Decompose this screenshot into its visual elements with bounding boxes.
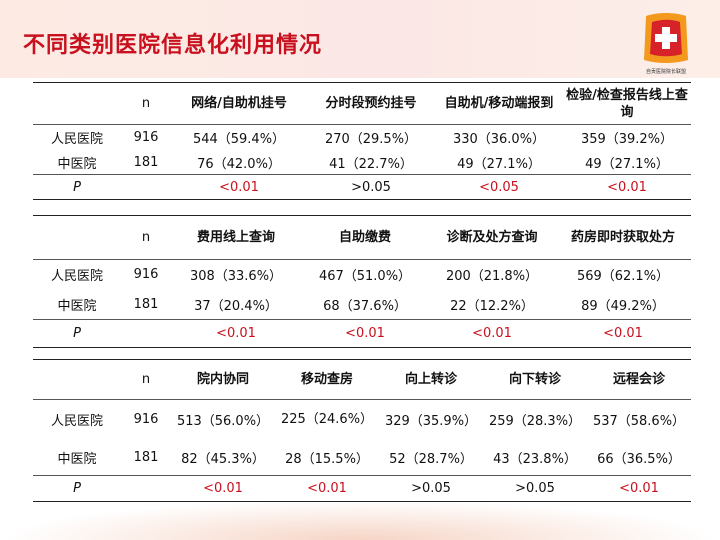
p-value: <0.01 [472, 326, 512, 341]
bottom-decoration [0, 500, 720, 540]
p-value-row: P <0.01 <0.01 >0.05 >0.05 <0.01 [33, 475, 691, 502]
sample-size: 181 [133, 449, 159, 465]
column-header: 诊断及处方查询 [446, 230, 538, 245]
sample-size: 916 [133, 412, 159, 428]
p-label: P [73, 179, 81, 195]
title-bar [0, 0, 720, 78]
p-value-row: P <0.01 <0.01 <0.01 <0.01 [33, 319, 691, 348]
column-header: 远程会诊 [612, 372, 665, 387]
p-value: <0.01 [203, 481, 243, 496]
table-cell: 28（15.5%） [285, 451, 369, 467]
table-row: 人民医院 916 544（59.4%） 270（29.5%） 330（36.0%… [33, 125, 691, 151]
column-header: 自助缴费 [338, 230, 391, 245]
table-cell: 68（37.6%） [323, 298, 407, 314]
table-cell: 49（27.1%） [457, 156, 541, 172]
table-row: 人民医院 916 308（33.6%） 467（51.0%） 200（21.8%… [33, 260, 691, 290]
table-cell: 225（24.6%） [280, 412, 374, 428]
table-cell: 467（51.0%） [318, 269, 412, 285]
table-cell: 359（39.2%） [580, 132, 674, 148]
table-cell [121, 175, 171, 200]
table-cell: 49（27.1%） [585, 156, 669, 172]
table-payment: n 费用线上查询 自助缴费 诊断及处方查询 药房即时获取处方 人民医院 916 … [33, 215, 691, 348]
table-cell: 37（20.4%） [194, 298, 278, 314]
table-cell: 537（58.6%） [592, 414, 686, 430]
page-title: 不同类别医院信息化利用情况 [23, 33, 323, 58]
p-value: <0.01 [307, 481, 347, 496]
p-value: <0.01 [219, 179, 259, 195]
table-row: 中医院 181 76（42.0%） 41（22.7%） 49（27.1%） 49… [33, 151, 691, 175]
p-value: <0.01 [345, 326, 385, 341]
table-row: 中医院 181 37（20.4%） 68（37.6%） 22（12.2%） 89… [33, 290, 691, 320]
table-cell: 76（42.0%） [197, 156, 281, 172]
logo-caption: 自贡医院院长联盟 [645, 69, 686, 75]
table-row: 中医院 181 82（45.3%） 28（15.5%） 52（28.7%） 43… [33, 440, 691, 476]
table-row: 人民医院 916 513（56.0%） 225（24.6%） 329（35.9%… [33, 400, 691, 440]
table-header: n 院内协同 移动查房 向上转诊 向下转诊 远程会诊 [33, 359, 691, 400]
p-value-row: P <0.01 >0.05 <0.05 <0.01 [33, 174, 691, 200]
column-header [33, 360, 121, 400]
column-header: 药房即时获取处方 [570, 230, 675, 245]
sample-size: 916 [133, 267, 159, 283]
table-registration: n 网络/自助机挂号 分时段预约挂号 自助机/移动端报到 检验/检查报告线上查询… [33, 82, 691, 200]
column-header: 费用线上查询 [196, 230, 275, 245]
hospital-cross-logo-icon [644, 13, 688, 63]
table-cell: 308（33.6%） [189, 269, 283, 285]
table-cell: 89（49.2%） [581, 298, 665, 314]
sample-size: 181 [133, 154, 159, 170]
p-value: <0.01 [619, 481, 659, 496]
p-label: P [73, 481, 81, 496]
table-cell: 43（23.8%） [493, 451, 577, 467]
table-cell: 66（36.5%） [597, 451, 681, 467]
column-header: 检验/检查报告线上查询 [566, 87, 688, 120]
table-cell: 329（35.9%） [384, 414, 478, 430]
table-header: n 费用线上查询 自助缴费 诊断及处方查询 药房即时获取处方 [33, 215, 691, 260]
column-header: 院内协同 [196, 372, 249, 387]
column-header: 移动查房 [300, 372, 353, 387]
table-header: n 网络/自助机挂号 分时段预约挂号 自助机/移动端报到 检验/检查报告线上查询 [33, 82, 691, 125]
hospital-label: 人民医院 [50, 269, 103, 285]
table-cell: 22（12.2%） [450, 298, 534, 314]
hospital-label: 中医院 [57, 298, 97, 314]
table-cell: 569（62.1%） [576, 269, 670, 285]
column-header: n [141, 96, 151, 111]
table-cell: 200（21.8%） [445, 269, 539, 285]
column-header: 网络/自助机挂号 [191, 96, 287, 111]
table-cell: 259（28.3%） [488, 414, 582, 430]
table-cell: 52（28.7%） [389, 451, 473, 467]
column-header [33, 216, 121, 260]
table-cell: 82（45.3%） [181, 451, 265, 467]
sample-size: 181 [133, 296, 159, 312]
column-header: 向下转诊 [508, 372, 561, 387]
column-header: 分时段预约挂号 [325, 96, 417, 111]
sample-size: 916 [133, 130, 159, 146]
p-value: <0.01 [216, 326, 256, 341]
table-cell: 41（22.7%） [329, 156, 413, 172]
table-cell [121, 320, 171, 348]
p-value: >0.05 [515, 481, 555, 496]
alliance-logo: 自贡医院院长联盟 [638, 10, 694, 75]
column-header: 向上转诊 [404, 372, 457, 387]
hospital-label: 中医院 [57, 451, 97, 467]
p-value: <0.05 [479, 179, 519, 195]
p-label: P [73, 326, 81, 341]
table-cell: 513（56.0%） [176, 414, 270, 430]
p-value: <0.01 [603, 326, 643, 341]
table-cell [121, 476, 171, 502]
p-value: >0.05 [351, 179, 391, 195]
column-header: n [141, 230, 151, 245]
p-value: >0.05 [411, 481, 451, 496]
table-cell: 330（36.0%） [452, 132, 546, 148]
hospital-label: 人民医院 [50, 414, 103, 430]
p-value: <0.01 [607, 179, 647, 195]
table-collaboration: n 院内协同 移动查房 向上转诊 向下转诊 远程会诊 人民医院 916 513（… [33, 359, 691, 502]
column-header: 自助机/移动端报到 [444, 96, 554, 111]
table-cell: 544（59.4%） [192, 132, 286, 148]
hospital-label: 人民医院 [50, 132, 103, 148]
hospital-label: 中医院 [57, 156, 97, 172]
column-header [33, 83, 121, 125]
table-cell: 270（29.5%） [324, 132, 418, 148]
column-header: n [141, 372, 151, 387]
